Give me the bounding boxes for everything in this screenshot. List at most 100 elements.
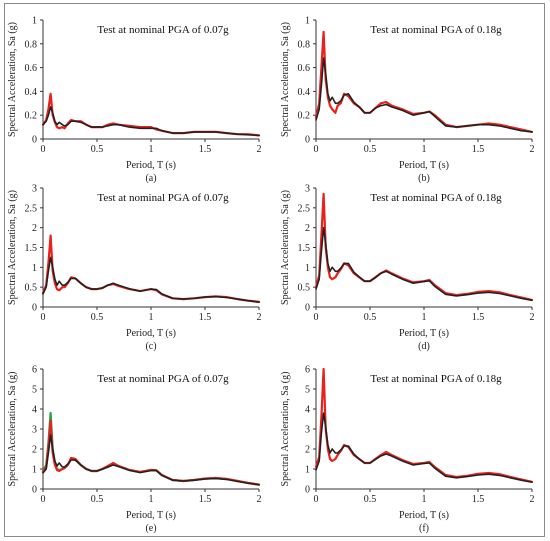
- subplot-caption: (a): [145, 173, 156, 184]
- x-tick-label: 0.5: [364, 494, 377, 505]
- x-tick-label: 2: [530, 144, 535, 155]
- y-tick-label: 6: [305, 365, 310, 376]
- y-tick-label: 0.4: [298, 87, 311, 98]
- subplot-caption: (c): [145, 341, 156, 352]
- x-tick-label: 0.5: [91, 144, 104, 155]
- series-line: [314, 192, 534, 301]
- y-tick-label: 5: [305, 385, 310, 396]
- x-axis-label: Period, T (s): [399, 328, 449, 339]
- y-tick-label: 0.5: [298, 283, 311, 294]
- y-tick-label: 0.8: [25, 39, 38, 50]
- x-tick-label: 0: [314, 494, 319, 505]
- series-line: [42, 256, 260, 304]
- x-tick-label: 2: [257, 312, 262, 323]
- x-tick-label: 1.5: [199, 312, 212, 323]
- chart-title: Test at nominal PGA of 0.18g: [370, 373, 502, 385]
- y-tick-label: 1: [305, 263, 310, 274]
- y-tick-label: 4: [32, 405, 37, 416]
- y-tick-label: 0: [32, 303, 37, 314]
- x-tick-label: 0: [41, 494, 46, 505]
- subplot-caption: (d): [418, 341, 430, 352]
- subplot-caption: (b): [418, 173, 430, 184]
- y-axis-label: Spectral Acceleration, Sa (g): [280, 22, 291, 137]
- x-tick-label: 2: [530, 312, 535, 323]
- x-axis-label: Period, T (s): [399, 510, 449, 521]
- y-axis-label: Spectral Acceleration, Sa (g): [7, 190, 18, 305]
- x-axis-label: Period, T (s): [126, 160, 176, 171]
- subplot-a: 0 0.2 0.4 0.6 0.8 1 0 0.5 1 1.5 2 Test at nominal P…: [7, 16, 262, 185]
- y-tick-label: 2.5: [298, 203, 311, 214]
- figure-svg: 0 0.2 0.4 0.6 0.8 1 0 0.5 1 1.5 2 Test at nominal P…: [7, 16, 535, 535]
- x-tick-label: 1: [149, 144, 154, 155]
- x-tick-label: 0: [41, 144, 46, 155]
- y-tick-label: 0: [32, 135, 37, 146]
- x-tick-label: 1.5: [199, 494, 212, 505]
- y-tick-label: 0.5: [25, 283, 38, 294]
- series-line: [41, 411, 261, 486]
- y-tick-label: 2: [32, 445, 37, 456]
- x-axis-label: Period, T (s): [399, 160, 449, 171]
- subplot-f: 0 1 2 3 4 5 6 0 0.5 1 1.5 2 Test at nominal PGA of 0…: [280, 365, 535, 535]
- x-tick-label: 0.5: [91, 312, 104, 323]
- x-axis-label: Period, T (s): [126, 328, 176, 339]
- series-line: [41, 92, 261, 137]
- y-tick-label: 1: [32, 465, 37, 476]
- subplot-b: 0 0.2 0.4 0.6 0.8 1 0 0.5 1 1.5 2 Test at nominal P…: [280, 16, 535, 185]
- x-tick-label: 1.5: [472, 494, 485, 505]
- series-line: [41, 419, 261, 486]
- y-tick-label: 0.2: [298, 111, 311, 122]
- series-line: [315, 412, 533, 484]
- y-tick-label: 2: [305, 223, 310, 234]
- y-tick-label: 1.5: [298, 243, 311, 254]
- subplot-caption: (f): [419, 523, 429, 534]
- x-tick-label: 1: [149, 312, 154, 323]
- x-tick-label: 2: [530, 494, 535, 505]
- y-tick-label: 0: [305, 135, 310, 146]
- y-tick-label: 0.6: [25, 63, 38, 74]
- x-tick-label: 1.5: [472, 144, 485, 155]
- y-axis-label: Spectral Acceleration, Sa (g): [280, 190, 291, 305]
- x-tick-label: 0.5: [364, 312, 377, 323]
- y-tick-label: 1: [305, 465, 310, 476]
- y-tick-label: 0: [305, 303, 310, 314]
- x-tick-label: 1: [422, 312, 427, 323]
- y-tick-label: 4: [305, 405, 310, 416]
- y-tick-label: 3: [305, 184, 310, 195]
- chart-title: Test at nominal PGA of 0.07g: [97, 24, 229, 36]
- chart-title: Test at nominal PGA of 0.18g: [370, 24, 502, 36]
- x-tick-label: 2: [257, 494, 262, 505]
- y-tick-label: 6: [32, 365, 37, 376]
- chart-title: Test at nominal PGA of 0.07g: [97, 192, 229, 204]
- subplot-c: 0 0.5 1 1.5 2 2.5 3 0 0.5 1 1.5 2 Test at nominal PG…: [7, 184, 262, 353]
- y-tick-label: 3: [32, 184, 37, 195]
- y-tick-label: 1: [32, 16, 37, 27]
- y-tick-label: 0.8: [298, 39, 311, 50]
- x-tick-label: 1: [149, 494, 154, 505]
- subplot-caption: (e): [145, 523, 156, 534]
- x-tick-label: 0.5: [364, 144, 377, 155]
- series-line: [42, 434, 260, 486]
- y-axis-label: Spectral Acceleration, Sa (g): [7, 372, 18, 487]
- series-line: [315, 226, 533, 302]
- series-line: [41, 234, 261, 303]
- chart-title: Test at nominal PGA of 0.18g: [370, 192, 502, 204]
- x-tick-label: 0.5: [91, 494, 104, 505]
- x-tick-label: 0: [314, 144, 319, 155]
- x-tick-label: 1.5: [472, 312, 485, 323]
- subplot-e: 0 1 2 3 4 5 6 0 0.5 1 1.5 2 Test at nominal PGA of 0…: [7, 365, 262, 535]
- y-tick-label: 3: [32, 425, 37, 436]
- y-tick-label: 0.6: [298, 63, 311, 74]
- y-tick-label: 5: [32, 385, 37, 396]
- y-axis-label: Spectral Acceleration, Sa (g): [280, 372, 291, 487]
- chart-title: Test at nominal PGA of 0.07g: [97, 373, 229, 385]
- y-tick-label: 0.4: [25, 87, 38, 98]
- x-tick-label: 0: [41, 312, 46, 323]
- series-line: [314, 30, 534, 134]
- y-axis-label: Spectral Acceleration, Sa (g): [7, 22, 18, 137]
- y-tick-label: 3: [305, 425, 310, 436]
- y-tick-label: 0: [305, 485, 310, 496]
- x-axis-label: Period, T (s): [126, 510, 176, 521]
- y-tick-label: 2: [305, 445, 310, 456]
- x-tick-label: 1: [422, 144, 427, 155]
- series-line: [314, 367, 534, 483]
